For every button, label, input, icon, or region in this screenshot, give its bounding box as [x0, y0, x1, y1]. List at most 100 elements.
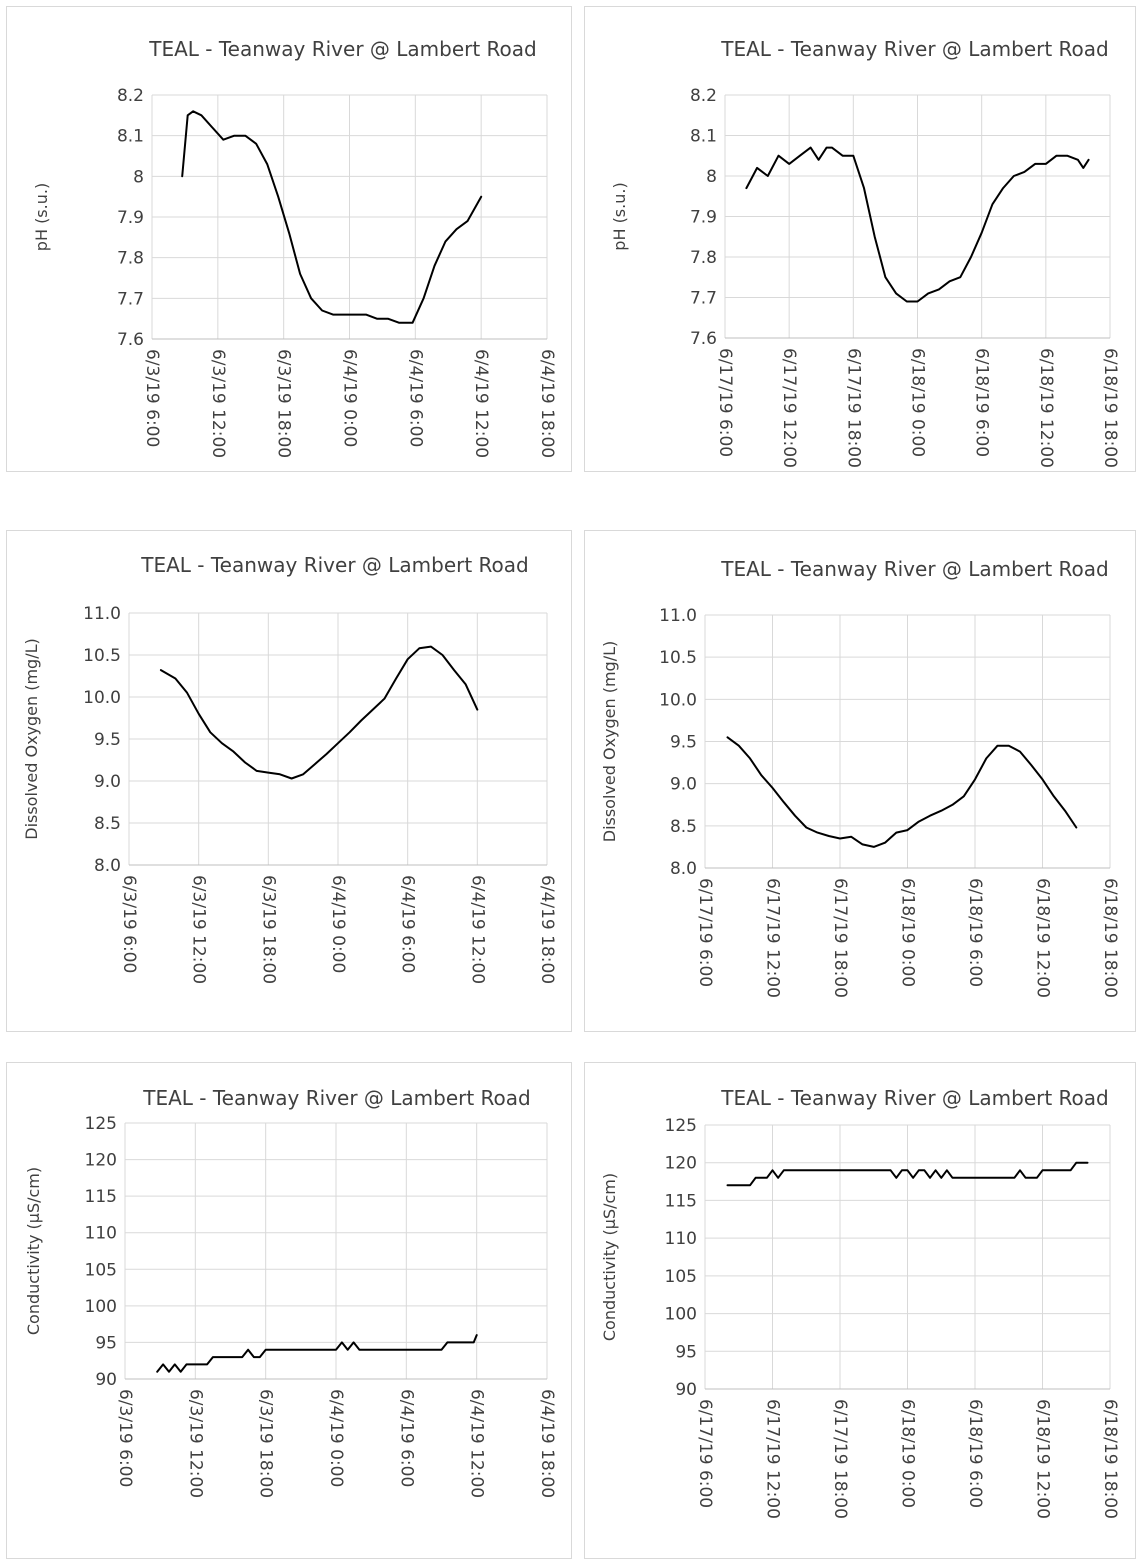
- y-tick-label: 11.0: [83, 604, 121, 624]
- x-tick-label: 6/18/19 6:00: [965, 1399, 985, 1508]
- y-tick-label: 100: [85, 1297, 117, 1317]
- x-tick-label: 6/3/19 18:00: [258, 875, 278, 984]
- y-tick-label: 105: [665, 1267, 697, 1287]
- series-line: [726, 1161, 1089, 1187]
- chart-panel-do-june17: TEAL - Teanway River @ Lambert Road 8.0 8.…: [584, 530, 1136, 1032]
- x-tick-label: 6/18/19 12:00: [1033, 878, 1053, 998]
- ph-june17-chart: TEAL - Teanway River @ Lambert Road 7.6 7.…: [610, 37, 1120, 468]
- y-tick-label: 125: [85, 1114, 117, 1134]
- x-tick-label: 6/3/19 6:00: [115, 1389, 135, 1487]
- y-tick-label: 95: [675, 1342, 697, 1362]
- chart-panel-do-june3: TEAL - Teanway River @ Lambert Road 8.0 8.…: [6, 530, 572, 1032]
- y-axis-label: Dissolved Oxygen (mg/L): [600, 641, 619, 843]
- series-line: [745, 146, 1090, 303]
- y-tick-label: 9.0: [94, 772, 121, 792]
- y-tick-label: 9.5: [670, 733, 697, 753]
- x-tick-label: 6/4/19 0:00: [326, 1389, 346, 1487]
- y-tick-label: 7.9: [690, 208, 717, 228]
- y-axis-label: pH (s.u.): [32, 183, 51, 251]
- x-tick-label: 6/18/19 0:00: [898, 878, 918, 987]
- ph-june3-chart: TEAL - Teanway River @ Lambert Road 7.6 7.…: [32, 37, 557, 458]
- y-tick-label: 110: [85, 1224, 117, 1244]
- x-tick-label: 6/17/19 6:00: [695, 1399, 715, 1508]
- y-tick-label: 125: [665, 1116, 697, 1136]
- y-tick-label: 9.0: [670, 775, 697, 795]
- chart-title: TEAL - Teanway River @ Lambert Road: [148, 37, 537, 61]
- y-tick-label: 10.0: [659, 690, 697, 710]
- chart-panel-ph-june17: TEAL - Teanway River @ Lambert Road 7.6 7.…: [584, 6, 1136, 472]
- y-tick-label: 8.1: [690, 127, 717, 147]
- y-tick-label: 11.0: [659, 606, 697, 626]
- chart-title: TEAL - Teanway River @ Lambert Road: [140, 553, 529, 577]
- y-tick-label: 8.5: [670, 817, 697, 837]
- x-tick-label: 6/17/19 18:00: [830, 1399, 850, 1519]
- x-tick-label: 6/4/19 12:00: [467, 1389, 487, 1498]
- cond-june17-chart: TEAL - Teanway River @ Lambert Road 90 95 1…: [600, 1086, 1120, 1519]
- x-tick-label: 6/18/19 18:00: [1100, 1399, 1120, 1519]
- x-tick-label: 6/18/19 6:00: [972, 348, 992, 457]
- y-tick-label: 8.2: [690, 86, 717, 106]
- y-tick-label: 9.5: [94, 730, 121, 750]
- x-tick-label: 6/17/19 12:00: [779, 348, 799, 468]
- x-tick-label: 6/18/19 0:00: [908, 348, 928, 457]
- y-tick-label: 8: [706, 167, 717, 187]
- y-axis-label: Conductivity (µS/cm): [24, 1167, 43, 1335]
- y-tick-label: 100: [665, 1305, 697, 1325]
- y-tick-label: 95: [95, 1333, 117, 1353]
- y-tick-label: 8: [133, 167, 144, 187]
- x-tick-label: 6/4/19 12:00: [471, 349, 491, 458]
- x-tick-label: 6/3/19 12:00: [189, 875, 209, 984]
- y-tick-label: 8.0: [94, 856, 121, 876]
- y-tick-label: 7.7: [690, 289, 717, 309]
- x-tick-label: 6/18/19 12:00: [1036, 348, 1056, 468]
- x-tick-label: 6/3/19 18:00: [274, 349, 294, 458]
- y-tick-label: 8.1: [117, 127, 144, 147]
- y-tick-label: 8.5: [94, 814, 121, 834]
- series-line: [726, 736, 1078, 848]
- y-tick-label: 105: [85, 1260, 117, 1280]
- x-tick-label: 6/18/19 18:00: [1100, 878, 1120, 998]
- chart-panel-cond-june17: TEAL - Teanway River @ Lambert Road 90 95 1…: [584, 1062, 1136, 1559]
- y-tick-label: 8.2: [117, 86, 144, 106]
- do-june3-chart: TEAL - Teanway River @ Lambert Road 8.0 8.…: [22, 553, 557, 984]
- y-axis-label: Conductivity (µS/cm): [600, 1173, 619, 1341]
- y-tick-label: 7.7: [117, 289, 144, 309]
- x-tick-label: 6/18/19 12:00: [1033, 1399, 1053, 1519]
- x-tick-label: 6/4/19 18:00: [537, 1389, 557, 1498]
- x-tick-label: 6/18/19 6:00: [965, 878, 985, 987]
- y-tick-label: 115: [85, 1187, 117, 1207]
- x-tick-label: 6/18/19 0:00: [898, 1399, 918, 1508]
- x-tick-label: 6/17/19 18:00: [843, 348, 863, 468]
- x-tick-label: 6/4/19 12:00: [467, 875, 487, 984]
- x-tick-label: 6/3/19 12:00: [208, 349, 228, 458]
- x-tick-label: 6/17/19 6:00: [715, 348, 735, 457]
- x-tick-label: 6/4/19 6:00: [398, 875, 418, 973]
- y-axis-label: pH (s.u.): [610, 182, 629, 250]
- y-tick-label: 110: [665, 1229, 697, 1249]
- y-tick-label: 90: [675, 1380, 697, 1400]
- do-june17-chart: TEAL - Teanway River @ Lambert Road 8.0 8.…: [600, 557, 1120, 998]
- chart-title: TEAL - Teanway River @ Lambert Road: [720, 1086, 1109, 1110]
- chart-title: TEAL - Teanway River @ Lambert Road: [142, 1086, 531, 1110]
- y-tick-label: 7.6: [690, 329, 717, 349]
- series-line: [181, 110, 483, 324]
- x-tick-label: 6/3/19 6:00: [142, 349, 162, 447]
- y-tick-label: 90: [95, 1370, 117, 1390]
- x-tick-label: 6/3/19 18:00: [256, 1389, 276, 1498]
- y-tick-label: 120: [665, 1154, 697, 1174]
- y-tick-label: 7.8: [690, 248, 717, 268]
- x-tick-label: 6/4/19 6:00: [405, 349, 425, 447]
- x-tick-label: 6/17/19 18:00: [830, 878, 850, 998]
- chart-panel-cond-june3: TEAL - Teanway River @ Lambert Road 90 95 1…: [6, 1062, 572, 1559]
- y-tick-label: 10.5: [83, 646, 121, 666]
- chart-title: TEAL - Teanway River @ Lambert Road: [720, 37, 1109, 61]
- x-tick-label: 6/4/19 18:00: [537, 349, 557, 458]
- x-tick-label: 6/4/19 0:00: [328, 875, 348, 973]
- x-tick-label: 6/17/19 12:00: [763, 878, 783, 998]
- x-tick-label: 6/4/19 0:00: [340, 349, 360, 447]
- y-tick-label: 7.9: [117, 208, 144, 228]
- series-line: [156, 1334, 478, 1373]
- chart-title: TEAL - Teanway River @ Lambert Road: [720, 557, 1109, 581]
- x-tick-label: 6/4/19 18:00: [537, 875, 557, 984]
- y-tick-label: 7.6: [117, 330, 144, 350]
